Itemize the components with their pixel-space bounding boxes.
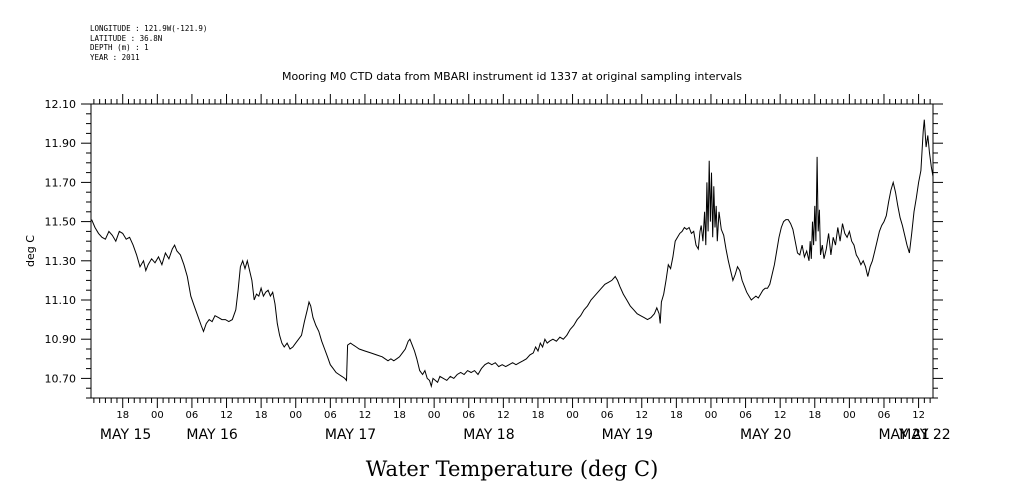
plot-frame	[90, 103, 934, 399]
latitude-text: LATITUDE : 36.8N	[90, 33, 163, 43]
x-day-label: MAY 16	[186, 427, 237, 443]
y-tick-label: 12.10	[45, 98, 77, 111]
y-tick-label: 11.50	[45, 216, 77, 229]
y-tick-label: 11.10	[45, 294, 77, 307]
y-tick-label: 11.30	[45, 255, 77, 268]
x-hour-label: 18	[532, 410, 545, 421]
x-hour-label: 12	[635, 410, 648, 421]
x-hour-label: 18	[255, 410, 268, 421]
x-day-label: MAY 17	[325, 427, 376, 443]
y-tick-labels: 10.70 10.90 11.10 11.30 11.50 11.70 11.90 12.10	[45, 98, 77, 385]
tick-marks	[81, 94, 943, 408]
x-hour-label: 00	[289, 410, 302, 421]
x-hour-label: 00	[428, 410, 441, 421]
temperature-series-line	[91, 119, 934, 389]
depth-text: DEPTH (m) : 1	[90, 43, 149, 52]
x-day-label: MAY 19	[602, 427, 653, 443]
x-hour-label: 06	[324, 410, 337, 421]
x-hour-label: 06	[186, 410, 199, 421]
x-hour-label: 12	[912, 410, 925, 421]
y-tick-label: 10.70	[45, 372, 77, 385]
x-day-label: MAY 18	[463, 427, 514, 443]
x-hour-label: 12	[220, 410, 233, 421]
x-hour-label: 18	[808, 410, 821, 421]
x-hour-label: 00	[843, 410, 856, 421]
y-tick-label: 11.70	[45, 176, 77, 189]
x-hour-label: 18	[670, 410, 683, 421]
metadata-block: LONGITUDE : 121.9W(-121.9) LATITUDE : 36.…	[90, 24, 207, 62]
x-hour-label: 06	[462, 410, 475, 421]
x-tick-labels: 18 00 06 12 18 00 06 12 18 00 06 12 18 00 06 12 18 00 06 12…	[100, 410, 951, 443]
longitude-text: LONGITUDE : 121.9W(-121.9)	[90, 24, 208, 33]
x-hour-label: 06	[739, 410, 752, 421]
x-hour-label: 12	[497, 410, 510, 421]
y-tick-label: 10.90	[45, 333, 77, 346]
x-day-label: MAY 15	[100, 427, 151, 443]
x-hour-label: 12	[359, 410, 372, 421]
x-hour-label: 00	[566, 410, 579, 421]
x-hour-label: 18	[116, 410, 129, 421]
y-axis-label: deg C	[24, 235, 37, 267]
chart-title: Mooring M0 CTD data from MBARI instrumen…	[282, 70, 742, 83]
x-day-label: MAY 20	[740, 427, 791, 443]
year-text: YEAR : 2011	[90, 52, 140, 62]
x-hour-label: 00	[705, 410, 718, 421]
x-day-label: MAY 22	[899, 427, 950, 443]
y-tick-label: 11.90	[45, 137, 77, 150]
x-axis-label: Water Temperature (deg C)	[366, 457, 659, 481]
x-day-label: MAY 21	[878, 427, 929, 443]
x-hour-label: 12	[774, 410, 787, 421]
x-hour-label: 18	[393, 410, 406, 421]
x-hour-label: 06	[878, 410, 891, 421]
x-hour-label: 06	[601, 410, 614, 421]
x-hour-label: 00	[151, 410, 164, 421]
